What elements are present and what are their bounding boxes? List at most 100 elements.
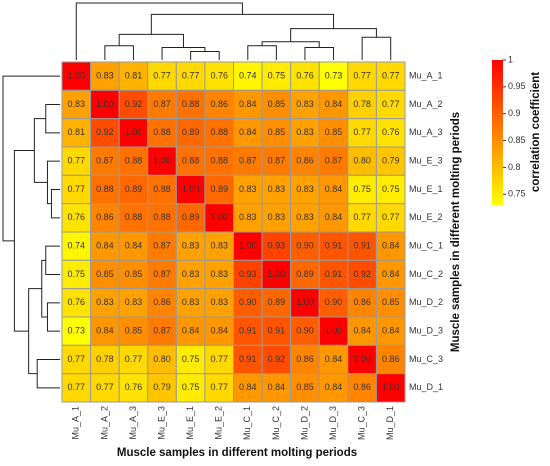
cell-label: 0.89 <box>182 127 200 137</box>
heatmap-cell <box>175 259 206 290</box>
heatmap-cell <box>290 316 320 346</box>
row-label: Mu_A_1 <box>409 71 443 81</box>
row-label: Mu_C_1 <box>409 241 443 251</box>
dendrogram-branch <box>46 302 60 332</box>
column-label: Mu_C_1 <box>242 406 252 440</box>
cell-label: 0.83 <box>296 127 314 137</box>
heatmap-cell <box>261 61 292 91</box>
cell-label: 0.92 <box>96 127 114 137</box>
heatmap-cell <box>233 118 263 148</box>
cell-label: 1.00 <box>68 71 86 81</box>
dendrogram-branch <box>41 259 48 318</box>
cell-label: 0.77 <box>210 354 228 364</box>
heatmap-cell <box>204 61 235 91</box>
cell-label: 0.84 <box>382 241 400 251</box>
colorbar <box>492 60 503 205</box>
x-axis-title: Muscle samples in different molting peri… <box>117 447 357 459</box>
cell-label: 0.76 <box>382 127 400 137</box>
cell-label: 0.85 <box>382 297 400 307</box>
cell-label: 0.77 <box>382 71 400 81</box>
cell-label: 0.83 <box>268 184 286 194</box>
cell-label: 0.93 <box>268 241 286 251</box>
row-label: Mu_D_3 <box>409 326 443 336</box>
dendrogram-branch <box>150 13 335 35</box>
heatmap-cell <box>118 316 149 346</box>
heatmap-cell <box>318 174 349 205</box>
heatmap-cell <box>147 373 177 403</box>
cell-label: 0.84 <box>239 382 257 392</box>
heatmap-cell <box>318 344 349 375</box>
cell-label: 0.90 <box>239 297 257 307</box>
cell-label: 0.88 <box>182 99 200 109</box>
cell-label: 0.86 <box>296 156 314 166</box>
cell-label: 0.80 <box>153 354 171 364</box>
dendrogram <box>2 2 392 389</box>
colorbar-title: correlation coefficient <box>530 72 542 192</box>
cell-label: 1.00 <box>296 297 314 307</box>
cell-label: 0.76 <box>296 71 314 81</box>
heatmap-cell <box>204 89 235 120</box>
cell-label: 0.87 <box>153 99 171 109</box>
dendrogram-branch <box>13 150 35 332</box>
heatmap-cell <box>261 373 292 403</box>
heatmap-cell <box>61 316 92 346</box>
cell-label: 0.77 <box>353 212 371 222</box>
cell-label: 0.77 <box>96 382 114 392</box>
heatmap-cell <box>290 174 320 205</box>
cell-label: 0.86 <box>353 382 371 392</box>
cell-label: 0.93 <box>239 269 257 279</box>
cell-label: 0.90 <box>296 241 314 251</box>
cell-label: 0.79 <box>382 156 400 166</box>
column-label: Mu_A_3 <box>128 406 138 440</box>
cell-label: 1.00 <box>325 326 343 336</box>
cell-label: 0.88 <box>125 212 143 222</box>
cell-label: 0.89 <box>210 184 228 194</box>
cell-label: 0.86 <box>353 297 371 307</box>
cell-label: 0.86 <box>382 354 400 364</box>
heatmap-cell <box>147 288 177 318</box>
heatmap-cell <box>375 373 406 403</box>
heatmap-cell <box>175 316 206 346</box>
cell-label: 0.77 <box>68 156 86 166</box>
cell-label: 0.91 <box>325 241 343 251</box>
dendrogram-branch <box>50 189 60 219</box>
heatmap-cell <box>90 89 120 120</box>
cell-label: 0.77 <box>382 212 400 222</box>
cell-label: 0.84 <box>210 326 228 336</box>
cell-label: 0.88 <box>210 156 228 166</box>
dendrogram-branch <box>190 50 220 60</box>
dendrogram-branch <box>261 41 320 48</box>
cell-label: 0.91 <box>353 241 371 251</box>
row-label: Mu_D_2 <box>409 297 443 307</box>
heatmap-cell <box>233 146 263 176</box>
cell-label: 0.85 <box>325 127 343 137</box>
cell-label: 0.84 <box>96 326 114 336</box>
y-axis-title: Muscle samples in different molting peri… <box>450 112 462 352</box>
dendrogram-branch <box>161 46 206 60</box>
cell-label: 1.00 <box>96 99 114 109</box>
cell-label: 0.86 <box>96 212 114 222</box>
cell-label: 1.00 <box>239 241 257 251</box>
heatmap-cell <box>318 203 349 233</box>
column-label: Mu_C_2 <box>271 406 281 440</box>
dendrogram-branch <box>290 28 377 42</box>
heatmap-cell <box>290 288 320 318</box>
dendrogram-branch <box>45 245 60 275</box>
cell-label: 0.84 <box>182 326 200 336</box>
dendrogram-branch <box>2 75 60 242</box>
cell-label: 0.76 <box>68 212 86 222</box>
heatmap-cell <box>175 344 206 375</box>
row-label: Mu_A_3 <box>409 127 443 137</box>
cell-label: 0.84 <box>96 241 114 251</box>
heatmap-cell <box>175 174 206 205</box>
heatmap-cell <box>204 373 235 403</box>
heatmap-cell <box>233 174 263 205</box>
row-label: Mu_E_3 <box>409 156 443 166</box>
cell-label: 0.87 <box>239 156 257 166</box>
cell-label: 0.88 <box>96 184 114 194</box>
heatmap-cell <box>375 316 406 346</box>
cell-label: 0.85 <box>125 269 143 279</box>
cell-label: 0.86 <box>210 99 228 109</box>
cell-label: 0.84 <box>353 326 371 336</box>
